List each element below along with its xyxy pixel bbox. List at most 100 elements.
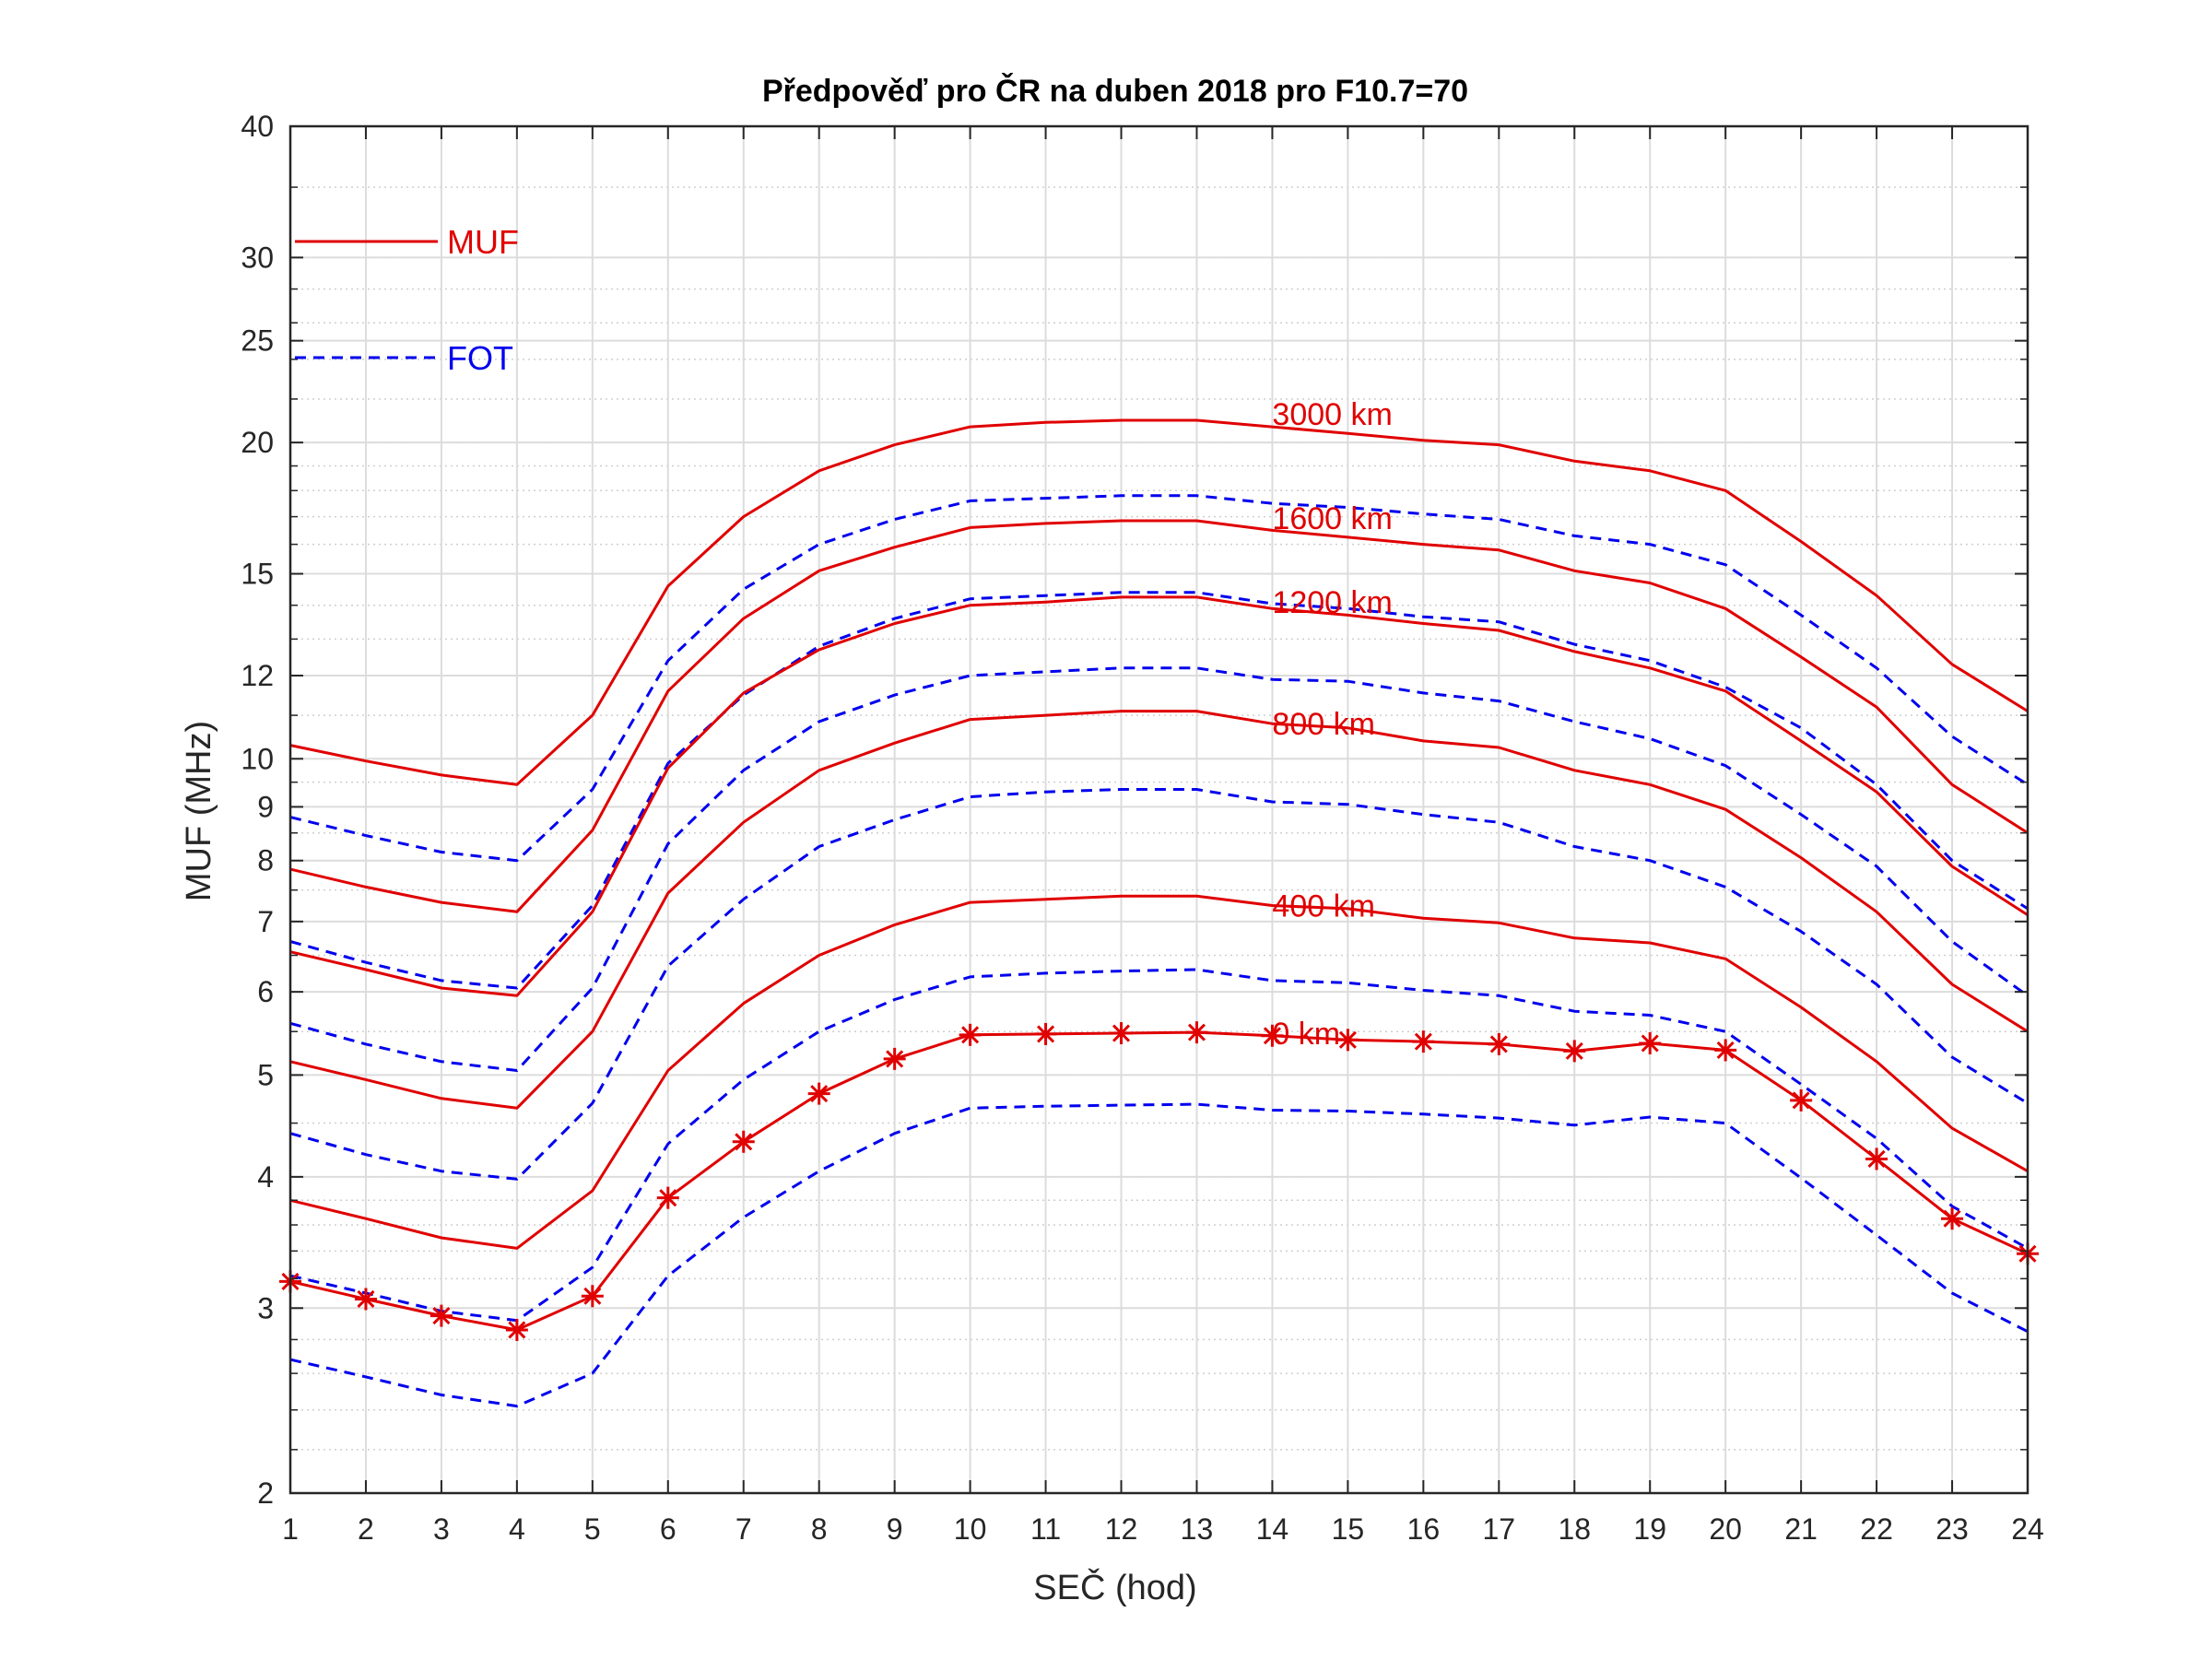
distance-label: 0 km [1272, 1017, 1340, 1052]
data-point-marker [1336, 1029, 1359, 1052]
data-point-marker [1714, 1039, 1737, 1062]
chart-title: Předpověď pro ČR na duben 2018 pro F10.7… [762, 73, 1468, 109]
x-tick-label: 21 [1784, 1512, 1818, 1546]
fot-series-line [289, 494, 2029, 863]
marker-stroke [1037, 1025, 1055, 1043]
x-tick-label: 16 [1407, 1512, 1441, 1546]
marker-stroke [1414, 1032, 1432, 1051]
x-tick-label: 22 [1860, 1512, 1893, 1546]
x-tick-label: 18 [1558, 1512, 1591, 1546]
y-tick-label: 20 [241, 426, 274, 459]
x-tick-label: 9 [887, 1512, 903, 1546]
x-tick-label: 23 [1936, 1512, 1969, 1546]
muf-series-line [289, 894, 2029, 1250]
data-point-marker [1488, 1032, 1511, 1055]
fot-series-line [289, 968, 2029, 1323]
data-point-marker [732, 1130, 755, 1153]
marker-stroke [735, 1133, 753, 1151]
muf-series-line [289, 519, 2029, 913]
x-tick-label: 10 [954, 1512, 987, 1546]
x-tick-label: 3 [433, 1512, 450, 1546]
x-axis-label: SEČ (hod) [1033, 1567, 1196, 1607]
marker-stroke [810, 1085, 829, 1103]
x-tick-label: 11 [1030, 1512, 1061, 1546]
x-tick-label: 12 [1105, 1512, 1138, 1546]
x-tick-label: 8 [811, 1512, 828, 1546]
muf-series-line [289, 595, 2029, 997]
marker-stroke [1112, 1024, 1131, 1042]
data-point-marker [656, 1186, 679, 1209]
y-tick-label: 7 [257, 905, 274, 938]
x-tick-label: 15 [1332, 1512, 1365, 1546]
marker-stroke [659, 1189, 677, 1207]
y-tick-label: 30 [241, 241, 274, 274]
marker-stroke [886, 1050, 904, 1068]
data-point-marker [1034, 1022, 1057, 1045]
data-point-marker [581, 1285, 604, 1308]
marker-stroke [1565, 1041, 1583, 1060]
marker-stroke [1792, 1091, 1810, 1110]
y-axis-label: MUF (MHz) [180, 721, 218, 901]
x-tick-label: 20 [1709, 1512, 1742, 1546]
data-point-marker [505, 1318, 528, 1341]
distance-label: 400 km [1272, 888, 1375, 924]
y-tick-label: 4 [257, 1160, 274, 1194]
fot-series-line [289, 666, 2029, 1072]
data-point-marker [807, 1082, 830, 1105]
distance-label: 1600 km [1272, 501, 1392, 536]
fot-series-line [289, 788, 2029, 1181]
y-tick-label: 9 [257, 790, 274, 823]
y-tick-label: 8 [257, 844, 274, 877]
distance-label: 800 km [1272, 707, 1375, 742]
y-tick-label: 3 [257, 1291, 274, 1324]
data-point-marker [1110, 1022, 1133, 1045]
x-tick-label: 14 [1256, 1512, 1289, 1546]
x-tick-label: 13 [1181, 1512, 1214, 1546]
y-tick-label: 6 [257, 975, 274, 1008]
data-point-marker [429, 1304, 453, 1327]
marker-stroke [1489, 1035, 1508, 1053]
data-point-marker [1261, 1024, 1284, 1047]
legend-muf-label: MUF [447, 223, 519, 261]
data-point-marker [1790, 1088, 1813, 1112]
distance-label: 1200 km [1272, 585, 1392, 620]
marker-stroke [508, 1321, 526, 1339]
x-tick-label: 6 [660, 1512, 677, 1546]
marker-stroke [1338, 1030, 1357, 1049]
x-tick-label: 1 [282, 1512, 299, 1546]
data-point-marker [354, 1288, 377, 1311]
y-tick-label: 12 [241, 659, 274, 692]
muf-series-line [289, 418, 2029, 786]
marker-stroke [1867, 1149, 1886, 1168]
series-lines [279, 418, 2039, 1408]
x-tick-label: 5 [584, 1512, 601, 1546]
data-point-marker [883, 1047, 906, 1070]
y-tick-label: 5 [257, 1058, 274, 1091]
x-tick-label: 17 [1483, 1512, 1516, 1546]
curve-labels: 3000 km 1600 km 1200 km 800 km 400 km 0 km [1272, 397, 1392, 1052]
x-tick-label: 7 [735, 1512, 752, 1546]
marker-stroke [357, 1289, 375, 1309]
marker-stroke [961, 1026, 980, 1044]
legend-fot-label: FOT [447, 339, 513, 377]
data-point-marker [1639, 1031, 1662, 1054]
marker-stroke [583, 1287, 602, 1305]
y-tick-label: 10 [241, 742, 274, 775]
fot-series-line [289, 1102, 2029, 1408]
legend: MUF FOT [295, 223, 519, 377]
data-point-marker [1941, 1207, 1964, 1230]
plot-frame [288, 124, 2030, 1495]
marker-stroke [432, 1307, 451, 1325]
y-tick-label: 40 [241, 110, 274, 143]
muf-series-line [289, 710, 2029, 1110]
data-point-marker [1412, 1030, 1435, 1053]
x-tick-label: 2 [358, 1512, 374, 1546]
marker-stroke [1263, 1027, 1281, 1045]
data-point-marker [959, 1023, 982, 1046]
x-tick-label: 19 [1633, 1512, 1666, 1546]
marker-stroke [1187, 1023, 1206, 1041]
muf-series-line [289, 1030, 2029, 1332]
data-point-marker [1185, 1021, 1208, 1044]
